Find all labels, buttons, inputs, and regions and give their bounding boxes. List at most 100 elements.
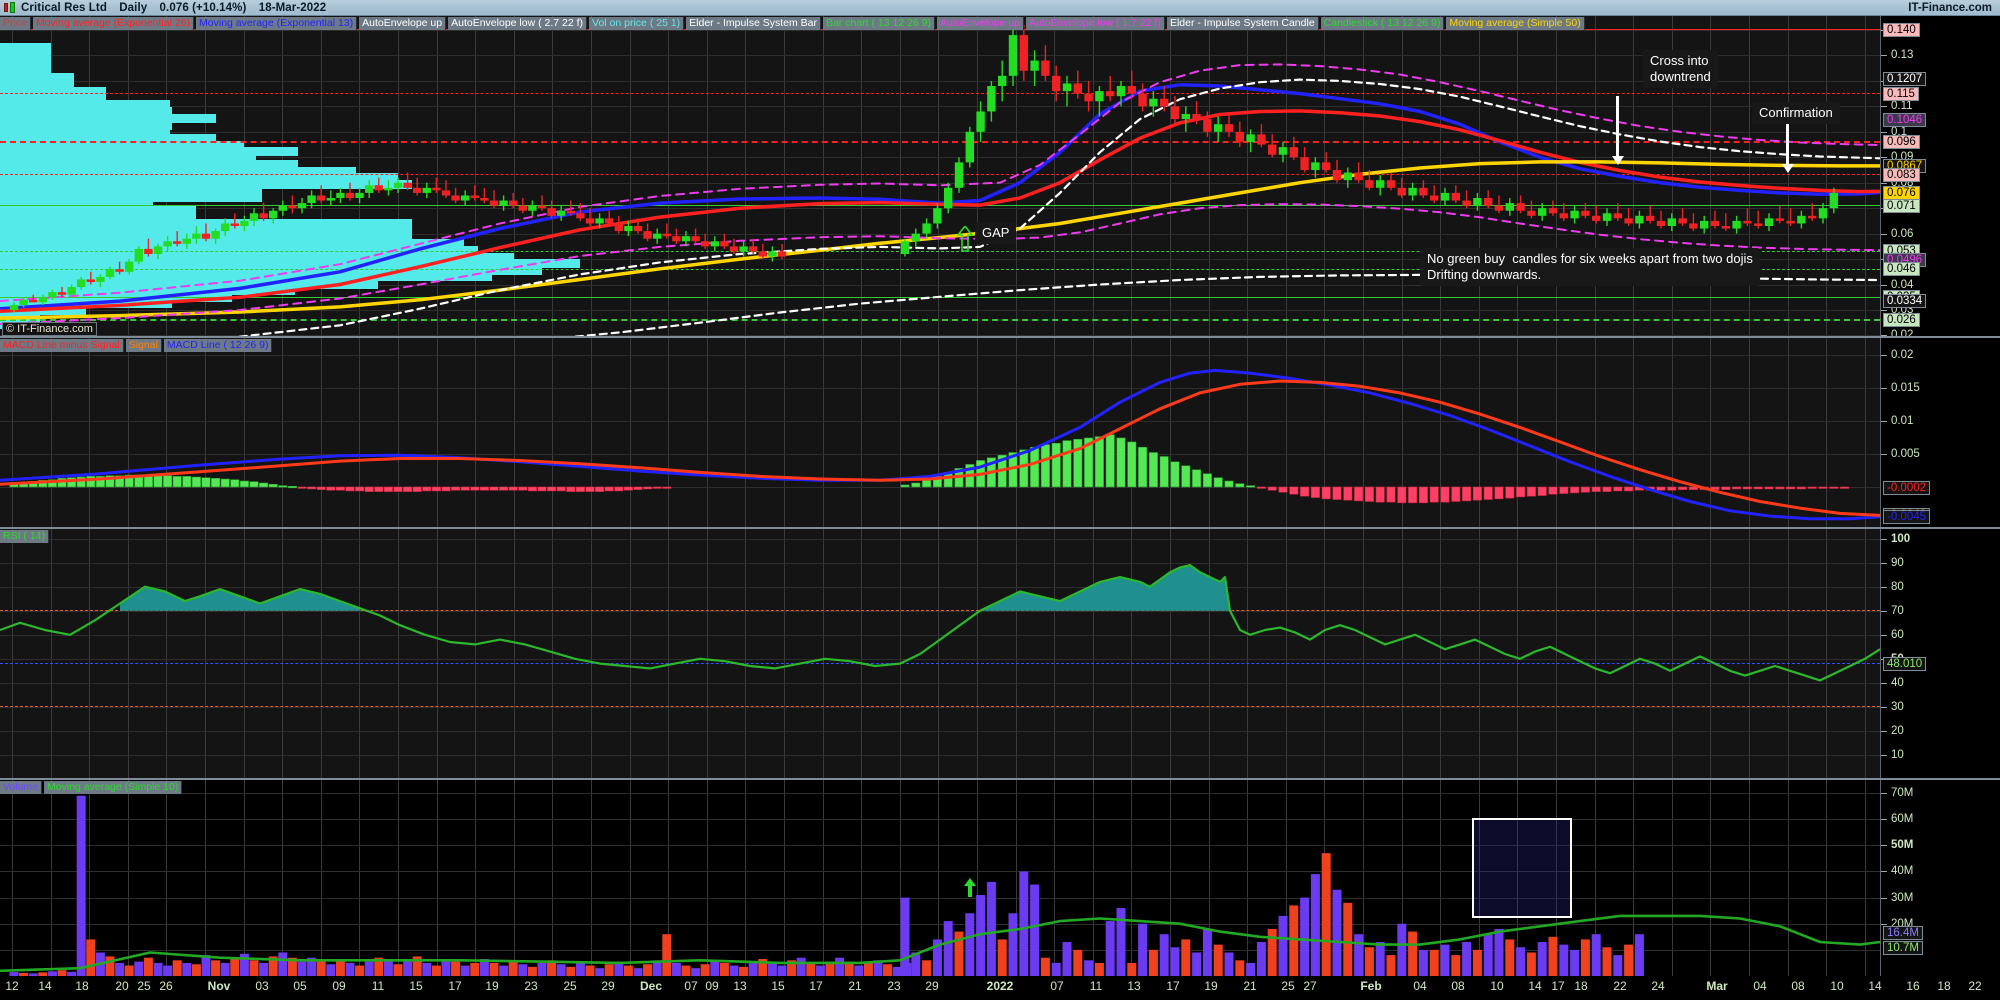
- cross-into-downtrend-note[interactable]: Cross into downtrend: [1643, 50, 1718, 88]
- price-axis-marker[interactable]: 0.140: [1883, 23, 1920, 37]
- x-axis-label: 14: [1528, 979, 1542, 993]
- legend-item[interactable]: Elder - Impulse System Candle: [1166, 17, 1319, 30]
- gridline-vertical: [1478, 16, 1480, 338]
- x-axis-label: 12: [5, 979, 19, 993]
- volume-profile-bar: [0, 100, 170, 110]
- gridline-vertical: [784, 16, 785, 338]
- legend-item[interactable]: Signal: [125, 339, 162, 352]
- rsi-axis[interactable]: 10090807060504030201048.010: [1880, 529, 2000, 779]
- price-axis-marker[interactable]: 0.071: [1883, 198, 1920, 213]
- gridline-vertical: [938, 338, 940, 528]
- x-axis-label: 11: [1089, 979, 1103, 993]
- legend-item[interactable]: Volume: [0, 781, 43, 794]
- legend-item[interactable]: Moving average (Exponential 26): [32, 17, 195, 30]
- price-axis-marker[interactable]: 0.115: [1883, 86, 1919, 101]
- gap-note[interactable]: GAP: [975, 222, 1017, 244]
- x-axis-label: 14: [1868, 979, 1882, 993]
- gridline-vertical: [668, 16, 670, 338]
- legend-item[interactable]: Moving average (Simple 50): [1446, 17, 1585, 30]
- gridline-vertical: [436, 338, 438, 528]
- price-axis[interactable]: 0.140.130.120.110.10.090.080.070.060.050…: [1880, 16, 2000, 338]
- axis-tickmark: [1881, 562, 1887, 564]
- gridline-vertical: [1015, 16, 1017, 338]
- rsi-plot-area[interactable]: [0, 529, 1880, 779]
- gridline-vertical: [861, 338, 863, 528]
- gridline-vertical: [1749, 16, 1750, 338]
- volume-profile-bar: [0, 173, 398, 183]
- legend-item[interactable]: AutoEnvelope up: [937, 17, 1025, 30]
- price-axis-marker[interactable]: 0.026: [1883, 313, 1920, 328]
- axis-tickmark: [1881, 793, 1887, 795]
- price-axis-marker[interactable]: 0.1046: [1883, 113, 1927, 128]
- legend-item[interactable]: Vol on price ( 25 1): [589, 17, 685, 30]
- legend-item[interactable]: AutoEnvelope up: [359, 17, 447, 30]
- axis-tick-label: 0.01: [1891, 414, 1914, 427]
- gridline-vertical: [1092, 780, 1094, 976]
- x-axis-label: Nov: [207, 979, 231, 993]
- confirmation-note[interactable]: Confirmation: [1752, 102, 1840, 124]
- price-axis-marker[interactable]: 0.046: [1883, 262, 1920, 277]
- gridline-vertical: [1054, 16, 1056, 338]
- gridline-horizontal: [0, 106, 1880, 108]
- gridline-vertical: [89, 529, 91, 779]
- x-axis-label: 18: [75, 979, 89, 993]
- gridline-vertical: [1285, 529, 1287, 779]
- rsi-axis-marker[interactable]: 48.010: [1883, 656, 1927, 671]
- legend-item[interactable]: AutoEnvelope low ( 2.7 22 f): [448, 17, 588, 30]
- x-axis-dates[interactable]: 12 14 18 20 25 26 Nov 03 05 09 11 15 17 19 23 25 29 Dec 07…: [0, 976, 2000, 998]
- horizontal-level-line: [0, 174, 1880, 176]
- legend-item[interactable]: RSI ( 14): [0, 530, 50, 543]
- volume-selection-box[interactable]: [1472, 818, 1572, 918]
- gridline-vertical: [127, 780, 129, 976]
- price-axis-marker[interactable]: 0.0334: [1883, 294, 1927, 309]
- macd-axis-marker[interactable]: -0.0002: [1883, 481, 1931, 496]
- price-axis-marker[interactable]: 0.096: [1883, 135, 1920, 149]
- axis-tick-label: 70M: [1891, 787, 1914, 800]
- legend-item[interactable]: MACD Line ( 12 26 9): [163, 339, 273, 352]
- gridline-vertical: [1401, 529, 1403, 779]
- legend-item[interactable]: MACD Line minus Signal: [0, 339, 124, 352]
- volume-plot-area[interactable]: [0, 780, 1880, 976]
- legend-item[interactable]: Elder - Impulse System Bar: [686, 17, 821, 30]
- legend-item[interactable]: Moving average (Simple 10): [44, 781, 183, 794]
- legend-item[interactable]: Moving average (Exponential 13): [196, 17, 358, 30]
- price-axis-marker[interactable]: 0.1207: [1883, 72, 1927, 87]
- gridline-vertical: [243, 338, 245, 528]
- legend-item[interactable]: Bar chart ( 13 12 26 9): [822, 17, 936, 30]
- legend-item[interactable]: Candlestick ( 13 12 26 9): [1320, 17, 1445, 30]
- rsi-panel: 10090807060504030201048.010: [0, 529, 2000, 779]
- gridline-horizontal: [0, 233, 1880, 235]
- no-green-buy-candles-note[interactable]: No green buy candles for six weeks apart…: [1420, 248, 1760, 286]
- x-axis-label: 09: [705, 979, 719, 993]
- volume-axis-marker[interactable]: 10.7M: [1883, 941, 1923, 956]
- x-axis-label: 20: [115, 979, 129, 993]
- gridline-vertical: [745, 529, 747, 779]
- gridline-vertical: [938, 780, 940, 976]
- volume-axis-marker[interactable]: 16.4M: [1883, 926, 1923, 941]
- gridline-vertical: [1864, 338, 1866, 528]
- gridline-vertical: [1440, 529, 1442, 779]
- legend-item[interactable]: AutoEnvelope low ( 1.7 22 f): [1026, 17, 1165, 30]
- gridline-vertical: [320, 529, 322, 779]
- price-axis-marker[interactable]: 0.083: [1883, 168, 1920, 183]
- x-axis-label: 24: [1651, 979, 1665, 993]
- gridline-vertical: [1285, 16, 1287, 338]
- gridline-vertical: [1092, 338, 1094, 528]
- volume-axis[interactable]: 70M 60M 50M 40M 30M 20M 16.4M 10.7M: [1880, 780, 2000, 976]
- candlestick-series[interactable]: [0, 16, 1880, 338]
- price-axis-marker[interactable]: 0.076: [1883, 185, 1920, 200]
- impulse-up-arrow-icon: [957, 226, 973, 252]
- macd-axis-marker[interactable]: -0.0045: [1883, 509, 1931, 524]
- gridline-vertical: [1363, 780, 1364, 976]
- gridline-vertical: [398, 16, 399, 338]
- price-plot-area[interactable]: [0, 16, 1880, 338]
- gridline-vertical: [513, 338, 515, 528]
- axis-tickmark: [1881, 453, 1887, 455]
- candlestick-icon: [4, 1, 16, 14]
- x-axis-label: 19: [485, 979, 499, 993]
- legend-item[interactable]: Price: [0, 17, 31, 30]
- gridline-vertical: [166, 338, 168, 528]
- axis-tick-label: 40: [1891, 676, 1904, 689]
- macd-plot-area[interactable]: [0, 338, 1880, 528]
